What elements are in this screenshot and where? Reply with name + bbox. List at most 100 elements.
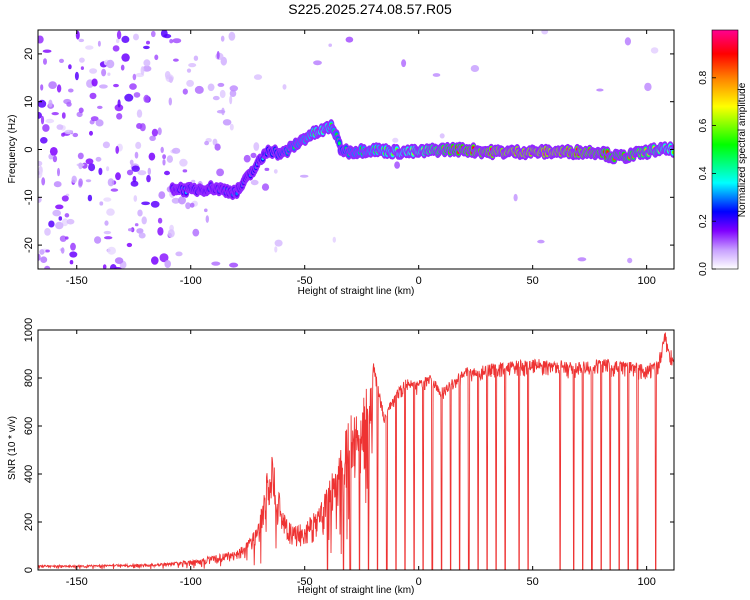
ridge-core	[338, 141, 341, 146]
noise-cell	[107, 178, 115, 187]
noise-cell	[138, 232, 146, 239]
noise-cell	[71, 175, 77, 184]
noise-cell	[130, 227, 135, 233]
noise-cell	[229, 262, 239, 268]
noise-cell	[89, 68, 98, 74]
noise-cell	[102, 264, 107, 269]
noise-cell	[38, 253, 41, 261]
noise-cell	[69, 251, 78, 258]
colorbar-tick-label: 0.2	[698, 214, 709, 228]
noise-cell	[115, 145, 119, 154]
noise-cell	[185, 202, 191, 210]
noise-cell	[157, 127, 162, 136]
noise-cell	[103, 197, 112, 202]
noise-cell	[130, 180, 139, 187]
noise-cell	[43, 58, 47, 65]
noise-cell	[52, 155, 58, 163]
noise-cell	[104, 236, 113, 240]
noise-cell	[136, 123, 143, 129]
noise-cell	[69, 260, 74, 265]
noise-cell	[77, 152, 84, 160]
y-tick-label: -10	[23, 189, 35, 205]
noise-cell	[136, 109, 143, 118]
y-tick-label: -20	[23, 237, 35, 253]
noise-cell	[214, 143, 221, 151]
noise-cell	[220, 35, 225, 42]
noise-cell	[106, 166, 110, 172]
noise-cell	[273, 169, 278, 174]
noise-cell	[48, 99, 53, 108]
noise-cell	[135, 141, 142, 149]
noise-cell	[167, 229, 175, 238]
noise-cell	[49, 147, 58, 156]
noise-cell	[72, 132, 79, 138]
noise-cell	[38, 35, 44, 44]
noise-cell	[78, 38, 85, 43]
noise-cell	[162, 154, 167, 160]
snr-line	[38, 332, 674, 570]
noise-cell	[157, 227, 164, 236]
noise-cell	[650, 47, 659, 54]
noise-cell	[513, 193, 518, 202]
y-tick-label: 0	[23, 567, 35, 573]
noise-cell	[142, 65, 152, 72]
noise-cell	[222, 119, 232, 126]
noise-cell	[116, 113, 123, 120]
noise-cell	[192, 228, 200, 237]
noise-cell	[345, 36, 354, 43]
noise-cell	[68, 88, 74, 93]
noise-cell	[120, 64, 125, 71]
noise-cell	[106, 208, 115, 216]
noise-cell	[59, 58, 64, 64]
noise-cell	[143, 59, 151, 67]
noise-cell	[282, 84, 287, 90]
noise-cell	[70, 242, 76, 251]
noise-cell	[51, 112, 59, 116]
noise-cell	[59, 235, 67, 242]
noise-cell	[57, 167, 60, 177]
noise-cell	[228, 31, 236, 41]
noise-cell	[169, 39, 174, 44]
noise-cell	[146, 174, 151, 183]
noise-cell	[470, 65, 480, 72]
noise-cell	[40, 84, 44, 91]
x-tick-label: -100	[180, 576, 202, 588]
noise-cell	[205, 215, 209, 223]
noise-cell	[179, 158, 188, 167]
snr-x-axis-label: Height of straight line (km)	[298, 585, 415, 596]
noise-cell	[253, 142, 260, 151]
noise-cell	[89, 130, 93, 136]
noise-cell	[58, 216, 63, 221]
y-tick-label: 10	[23, 96, 35, 108]
noise-cell	[121, 35, 130, 44]
noise-cell	[38, 111, 42, 119]
noise-cell	[394, 161, 400, 169]
noise-cell	[89, 92, 97, 100]
colorbar: 0.0 0.2 0.4 0.6 0.8 Normalized spectral ampl…	[698, 29, 748, 276]
noise-cell	[194, 85, 204, 94]
noise-cell	[146, 40, 150, 45]
noise-cell	[164, 260, 171, 268]
noise-cell	[131, 165, 140, 172]
noise-cell	[42, 49, 52, 53]
noise-cell	[133, 92, 141, 98]
noise-cell	[114, 257, 124, 264]
noise-cell	[332, 236, 336, 243]
noise-cell	[80, 66, 84, 70]
noise-cell	[56, 124, 64, 130]
noise-cell	[191, 179, 196, 183]
noise-cell	[154, 54, 159, 61]
noise-cell	[129, 83, 137, 90]
noise-cell	[577, 257, 587, 262]
x-tick-label: 0	[416, 275, 422, 287]
noise-cell	[133, 33, 139, 41]
noise-cell	[78, 178, 83, 187]
noise-cell	[141, 201, 151, 206]
noise-cell	[250, 152, 257, 159]
spectrogram-x-axis-label: Height of straight line (km)	[298, 286, 415, 297]
noise-cell	[182, 169, 188, 173]
noise-cell	[171, 147, 181, 154]
spectrogram-heatmap	[38, 30, 674, 269]
